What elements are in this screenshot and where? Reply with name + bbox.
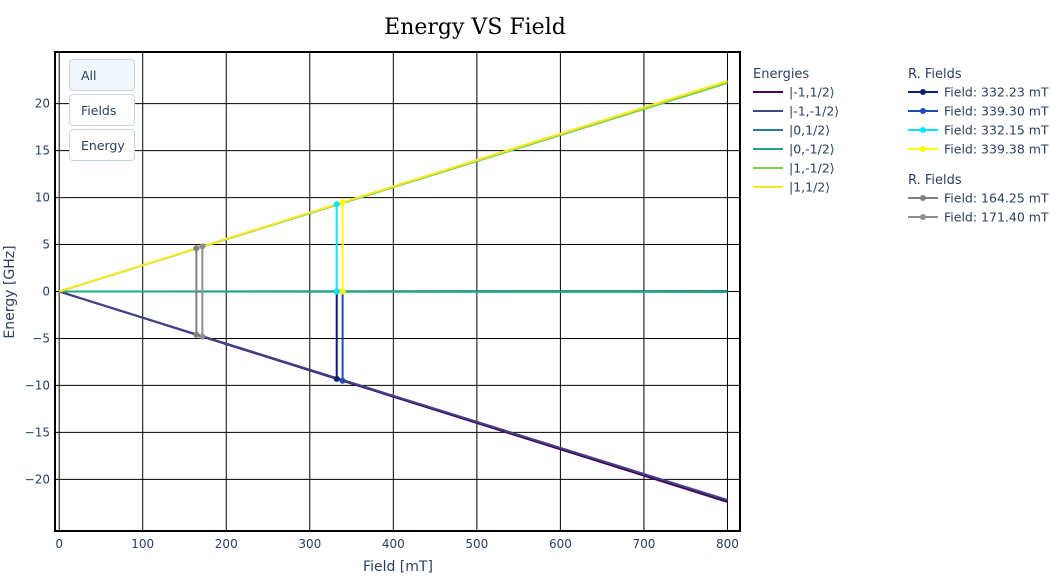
- y-tick-label: −10: [25, 378, 50, 392]
- legend[interactable]: Energies |-1,1/2⟩ |-1,-1/2⟩ |0,1/2⟩ |0,-1/2⟩…: [753, 67, 1049, 225]
- legend-marker[interactable]: [920, 214, 926, 220]
- all-button[interactable]: All: [69, 59, 135, 91]
- y-tick-label: 0: [42, 285, 50, 299]
- resonance-field-point: [339, 288, 346, 295]
- legend-entry[interactable]: |-1,1/2⟩: [789, 85, 835, 100]
- legend-entry[interactable]: Field: 332.15 mT: [944, 123, 1049, 138]
- resonance-field-point: [333, 201, 340, 208]
- energies-legend-title: Energies: [753, 67, 809, 82]
- resonance-legend-title: R. Fields: [908, 67, 962, 82]
- legend-marker[interactable]: [920, 127, 926, 133]
- energy-button[interactable]: Energy: [69, 129, 135, 161]
- resonance-field-point: [339, 377, 346, 384]
- legend-entry[interactable]: Field: 332.23 mT: [944, 85, 1049, 100]
- x-tick-label: 300: [298, 537, 321, 551]
- resonance-field-point: [193, 245, 200, 252]
- x-tick-label: 500: [465, 537, 488, 551]
- y-tick-label: 15: [35, 144, 50, 158]
- y-tick-label: 5: [42, 238, 50, 252]
- y-axis-title: Energy [GHz]: [2, 245, 18, 338]
- legend-marker[interactable]: [920, 195, 926, 201]
- legend-marker[interactable]: [920, 108, 926, 114]
- energy-series-line: [58, 80, 728, 293]
- x-tick-label: 100: [131, 537, 154, 551]
- legend-marker[interactable]: [920, 146, 926, 152]
- legend-entry[interactable]: Field: 339.38 mT: [944, 142, 1049, 157]
- resonance-legend-title: R. Fields: [908, 173, 962, 188]
- y-tick-label: −15: [25, 425, 50, 439]
- x-tick-label: 200: [215, 537, 238, 551]
- x-tick-label: 700: [632, 537, 655, 551]
- resonance-field-point: [199, 243, 206, 250]
- energy-series-line: [58, 290, 728, 501]
- x-tick-label: 600: [549, 537, 572, 551]
- fields-button[interactable]: Fields: [69, 94, 135, 126]
- legend-entry[interactable]: |1,1/2⟩: [789, 180, 830, 195]
- chart-title: Energy VS Field: [384, 15, 566, 40]
- axis-ticks: 0 100 200 300 400 500 600 700 800 −20 −15 −10 −5 0 5 10…: [25, 97, 739, 551]
- legend-entry[interactable]: |-1,-1/2⟩: [789, 104, 839, 119]
- resonance-field-point: [333, 288, 340, 295]
- plot-frame: [54, 51, 741, 532]
- x-tick-label: 0: [55, 537, 63, 551]
- y-tick-label: −5: [32, 331, 50, 345]
- legend-entry[interactable]: |0,-1/2⟩: [789, 142, 835, 157]
- legend-entry[interactable]: Field: 339.30 mT: [944, 104, 1049, 119]
- legend-entry[interactable]: Field: 171.40 mT: [944, 210, 1049, 225]
- y-tick-label: 10: [35, 191, 50, 205]
- resonance-field-point: [339, 199, 346, 206]
- plot-area: [58, 80, 728, 503]
- x-axis-title: Field [mT]: [363, 559, 433, 575]
- legend-entry[interactable]: |0,1/2⟩: [789, 123, 830, 138]
- y-tick-label: −20: [25, 472, 50, 486]
- legend-entry[interactable]: |1,-1/2⟩: [789, 161, 835, 176]
- resonance-field-point: [333, 375, 340, 382]
- resonance-field-point: [193, 331, 200, 338]
- x-tick-label: 800: [716, 537, 739, 551]
- resonance-field-point: [199, 333, 206, 340]
- legend-marker[interactable]: [920, 89, 926, 95]
- y-tick-label: 20: [35, 97, 50, 111]
- x-tick-label: 400: [382, 537, 405, 551]
- legend-entry[interactable]: Field: 164.25 mT: [944, 191, 1049, 206]
